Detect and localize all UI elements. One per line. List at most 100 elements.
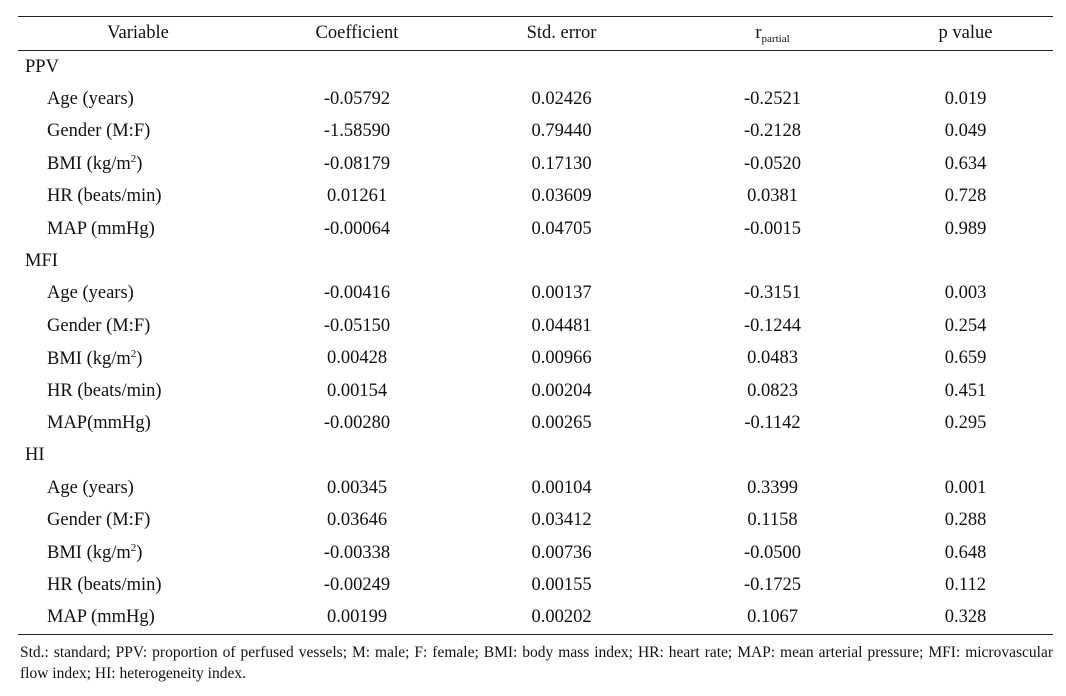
coefficient-cell: 0.00345 bbox=[326, 477, 388, 498]
p-value-cell: 0.295 bbox=[944, 412, 987, 433]
r-partial-cell: -0.1244 bbox=[743, 315, 802, 336]
variable-cell: Gender (M:F) bbox=[18, 116, 258, 148]
group-label: PPV bbox=[25, 56, 59, 77]
r-partial-cell: -0.1142 bbox=[744, 412, 801, 433]
coefficient-cell: 0.01261 bbox=[326, 186, 388, 207]
variable-label: BMI (kg/m bbox=[47, 154, 131, 175]
variable-cell: HR (beats/min) bbox=[18, 569, 258, 601]
std-error-cell: 0.03609 bbox=[531, 186, 592, 207]
variable-cell: Age (years) bbox=[18, 83, 258, 115]
coefficient-cell: -0.05150 bbox=[323, 315, 391, 336]
variable-label: Gender (M:F) bbox=[47, 510, 151, 531]
std-error-cell: 0.79440 bbox=[531, 121, 592, 142]
variable-label: Age (years) bbox=[47, 283, 134, 304]
std-error-cell: 0.04705 bbox=[531, 218, 592, 239]
group-label: HI bbox=[25, 445, 45, 466]
variable-label: BMI (kg/m bbox=[47, 348, 131, 369]
p-value-cell: 0.989 bbox=[944, 218, 987, 239]
regression-table-container: Variable Coefficient Std. error rpartial… bbox=[18, 0, 1053, 684]
variable-cell: MAP (mmHg) bbox=[18, 602, 258, 634]
table-row: Age (years) 0.00345 0.00104 0.3399 0.001 bbox=[18, 472, 1053, 504]
r-partial-cell: -0.3151 bbox=[743, 283, 802, 304]
variable-cell: HR (beats/min) bbox=[18, 181, 258, 213]
variable-superscript: 2 bbox=[130, 153, 137, 166]
p-value-cell: 0.451 bbox=[944, 380, 987, 401]
r-partial-cell: -0.2521 bbox=[743, 89, 802, 110]
table-row: Gender (M:F) -1.58590 0.79440 -0.2128 0.049 bbox=[18, 116, 1053, 148]
variable-label: Gender (M:F) bbox=[47, 121, 151, 142]
p-value-cell: 0.659 bbox=[944, 348, 987, 369]
r-partial-cell: 0.1067 bbox=[747, 607, 798, 628]
variable-cell: BMI (kg/m2) bbox=[18, 343, 258, 375]
r-partial-cell: -0.0520 bbox=[743, 153, 802, 174]
r-partial-cell: -0.0015 bbox=[743, 218, 802, 239]
table-row: HR (beats/min) 0.00154 0.00204 0.0823 0.451 bbox=[18, 375, 1053, 407]
coefficient-cell: -0.00064 bbox=[323, 218, 391, 239]
variable-label-end: ) bbox=[136, 543, 143, 564]
std-error-cell: 0.03412 bbox=[531, 510, 592, 531]
p-value-cell: 0.003 bbox=[944, 283, 987, 304]
std-error-cell: 0.00137 bbox=[531, 283, 592, 304]
std-error-cell: 0.00204 bbox=[531, 380, 592, 401]
r-partial-cell: -0.1725 bbox=[743, 574, 802, 595]
p-value-cell: 0.001 bbox=[944, 477, 987, 498]
variable-label: MAP(mmHg) bbox=[47, 412, 151, 433]
variable-label: HR (beats/min) bbox=[47, 380, 162, 401]
table-row: HR (beats/min) -0.00249 0.00155 -0.1725 0.11… bbox=[18, 569, 1053, 601]
table-row: Gender (M:F) -0.05150 0.04481 -0.1244 0.254 bbox=[18, 310, 1053, 342]
variable-label: Age (years) bbox=[47, 89, 134, 110]
table-bottom-rule bbox=[18, 634, 1053, 636]
coefficient-cell: -0.05792 bbox=[323, 89, 391, 110]
variable-superscript: 2 bbox=[130, 347, 137, 360]
r-partial-cell: 0.0823 bbox=[747, 380, 798, 401]
variable-cell: Age (years) bbox=[18, 278, 258, 310]
variable-label: MAP (mmHg) bbox=[47, 218, 155, 239]
std-error-cell: 0.00736 bbox=[531, 542, 592, 563]
coefficient-cell: 0.00154 bbox=[326, 380, 388, 401]
table-row: Age (years) -0.05792 0.02426 -0.2521 0.019 bbox=[18, 83, 1053, 115]
variable-label: BMI (kg/m bbox=[47, 543, 131, 564]
coefficient-cell: -0.00280 bbox=[323, 412, 391, 433]
header-r-partial: rpartial bbox=[667, 17, 878, 51]
std-error-cell: 0.00966 bbox=[531, 348, 592, 369]
std-error-cell: 0.00202 bbox=[531, 607, 592, 628]
r-partial-cell: 0.0483 bbox=[747, 348, 798, 369]
group-row: PPV bbox=[18, 51, 1053, 84]
variable-label: Age (years) bbox=[47, 477, 134, 498]
std-error-cell: 0.02426 bbox=[531, 89, 592, 110]
header-variable: Variable bbox=[18, 17, 258, 51]
std-error-cell: 0.00265 bbox=[531, 412, 592, 433]
variable-label-end: ) bbox=[136, 348, 143, 369]
table-footnote: Std.: standard; PPV: proportion of perfu… bbox=[20, 644, 1053, 683]
header-r-partial-sub: partial bbox=[761, 32, 790, 45]
coefficient-cell: -0.08179 bbox=[323, 153, 391, 174]
r-partial-cell: -0.2128 bbox=[743, 121, 802, 142]
table-row: MAP (mmHg) 0.00199 0.00202 0.1067 0.328 bbox=[18, 602, 1053, 634]
table-body: PPV Age (years) -0.05792 0.02426 -0.2521 0.01… bbox=[18, 51, 1053, 635]
variable-label: HR (beats/min) bbox=[47, 574, 162, 595]
variable-label: Gender (M:F) bbox=[47, 315, 151, 336]
r-partial-cell: 0.0381 bbox=[747, 186, 798, 207]
p-value-cell: 0.019 bbox=[944, 89, 987, 110]
variable-cell: BMI (kg/m2) bbox=[18, 148, 258, 180]
header-row: Variable Coefficient Std. error rpartial… bbox=[18, 17, 1053, 51]
table-row: BMI (kg/m2) -0.00338 0.00736 -0.0500 0.648 bbox=[18, 537, 1053, 569]
variable-superscript: 2 bbox=[130, 542, 137, 555]
p-value-cell: 0.049 bbox=[944, 121, 987, 142]
regression-table: Variable Coefficient Std. error rpartial… bbox=[18, 17, 1053, 634]
table-row: Gender (M:F) 0.03646 0.03412 0.1158 0.288 bbox=[18, 504, 1053, 536]
table-top-rule bbox=[18, 16, 1053, 17]
coefficient-cell: 0.00199 bbox=[326, 607, 388, 628]
std-error-cell: 0.17130 bbox=[531, 153, 592, 174]
header-r-partial-base: r bbox=[755, 22, 762, 43]
variable-cell: Gender (M:F) bbox=[18, 310, 258, 342]
std-error-cell: 0.00104 bbox=[531, 477, 592, 498]
variable-label: MAP (mmHg) bbox=[47, 607, 155, 628]
coefficient-cell: -1.58590 bbox=[323, 121, 391, 142]
table-row: BMI (kg/m2) -0.08179 0.17130 -0.0520 0.634 bbox=[18, 148, 1053, 180]
variable-label-end: ) bbox=[136, 154, 143, 175]
r-partial-cell: -0.0500 bbox=[743, 542, 802, 563]
header-p-value: p value bbox=[878, 17, 1053, 51]
table-row: MAP (mmHg) -0.00064 0.04705 -0.0015 0.989 bbox=[18, 213, 1053, 245]
coefficient-cell: -0.00249 bbox=[323, 574, 391, 595]
